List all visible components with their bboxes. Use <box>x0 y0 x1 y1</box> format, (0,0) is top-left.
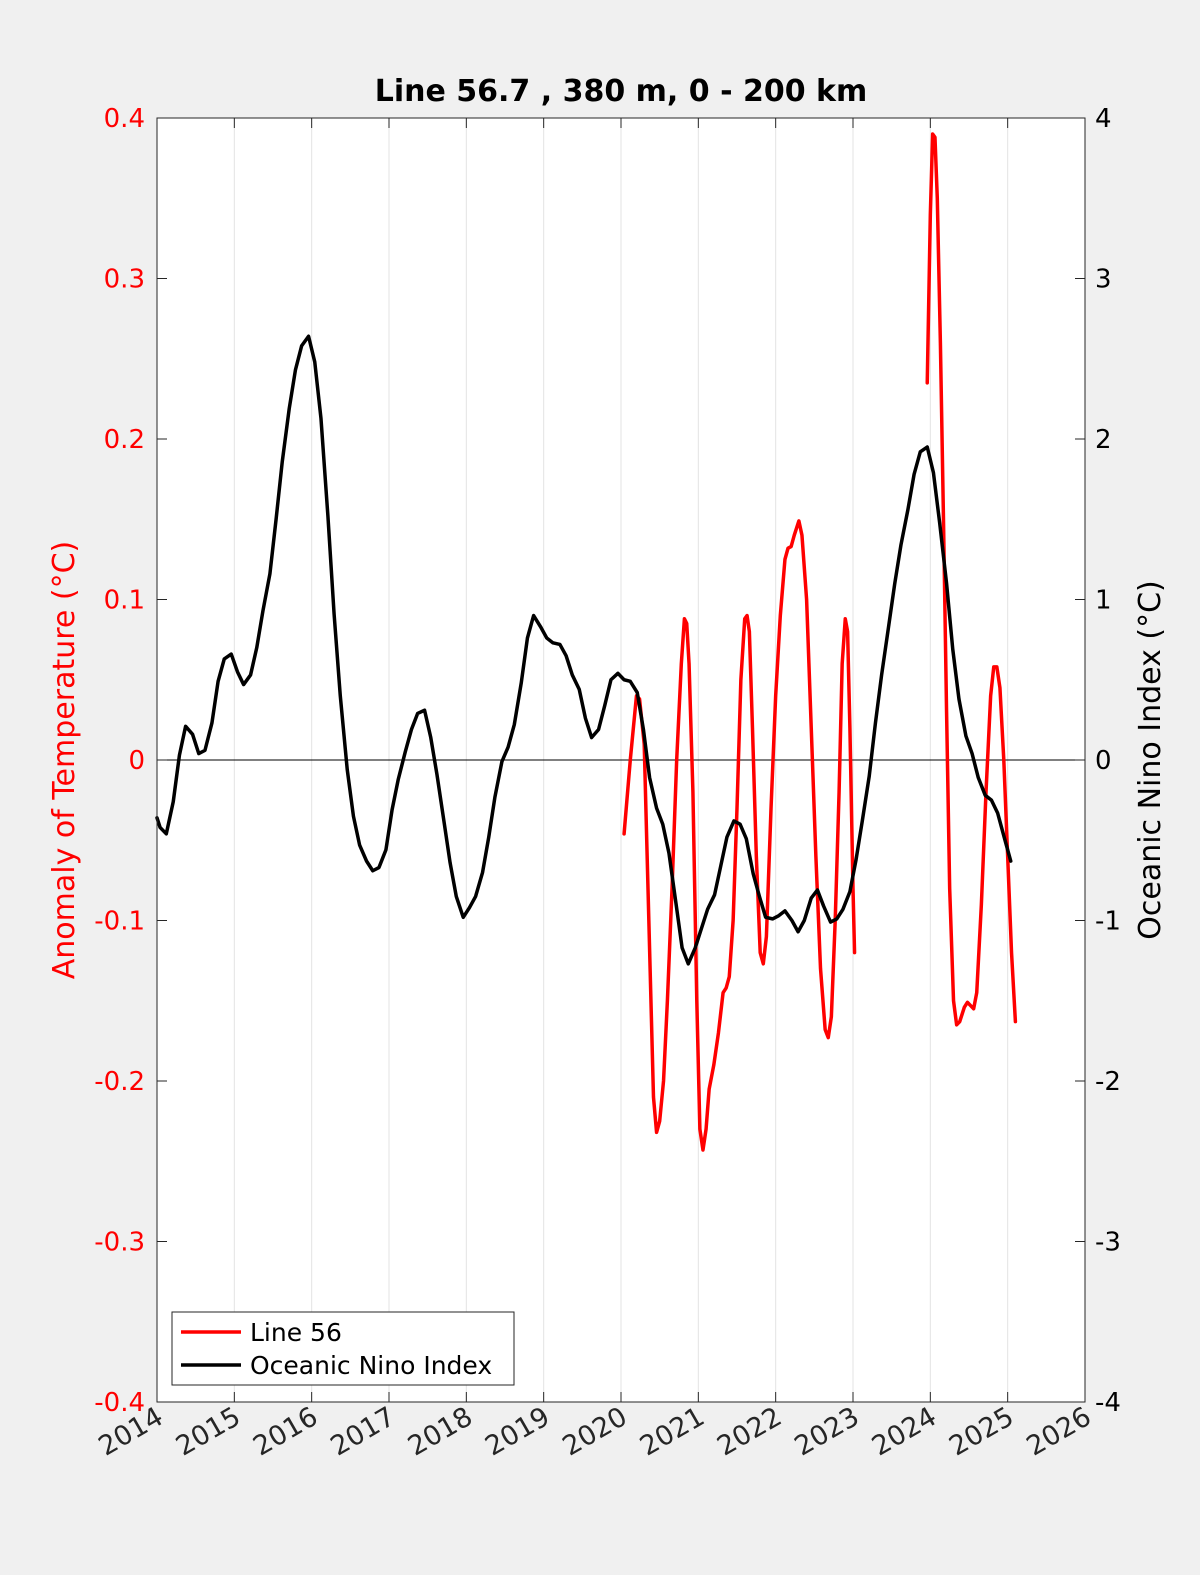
y-tick-label-left: 0.4 <box>104 104 145 134</box>
y-tick-label-left: -0.4 <box>94 1388 145 1418</box>
y-tick-label-right: -1 <box>1095 907 1121 937</box>
y-tick-label-right: 1 <box>1095 586 1112 616</box>
y-axis-left-label: Anomaly of Temperature (°C) <box>47 541 82 980</box>
y-tick-label-right: -3 <box>1095 1228 1121 1258</box>
y-tick-label-right: 4 <box>1095 104 1112 134</box>
y-tick-label-right: -2 <box>1095 1067 1121 1097</box>
series-line-line-56-0 <box>622 519 857 1152</box>
y-tick-label-right: 2 <box>1095 425 1112 455</box>
y-tick-label-right: 3 <box>1095 265 1112 295</box>
legend: Line 56 Oceanic Nino Index <box>171 1311 515 1386</box>
y-tick-label-left: -0.2 <box>94 1067 145 1097</box>
y-tick-label-left: 0.1 <box>104 586 145 616</box>
y-tick-label-right: -4 <box>1095 1388 1121 1418</box>
legend-label-line-56: Line 56 <box>250 1318 342 1347</box>
y-tick-label-left: -0.1 <box>94 907 145 937</box>
y-tick-label-left: 0 <box>128 746 145 776</box>
series-line-line-56-1 <box>925 132 1018 1027</box>
y-tick-label-right: 0 <box>1095 746 1112 776</box>
chart-title: Line 56.7 , 380 m, 0 - 200 km <box>375 74 868 109</box>
legend-box <box>171 1311 515 1386</box>
series-line-oceanic-nino-index-0 <box>155 334 1013 966</box>
y-axis-right-label: Oceanic Nino Index (°C) <box>1133 580 1168 940</box>
y-tick-label-left: 0.2 <box>104 425 145 455</box>
y-tick-label-left: 0.3 <box>104 265 145 295</box>
legend-label-oni: Oceanic Nino Index <box>250 1351 492 1380</box>
series-lines <box>155 132 1018 1152</box>
y-tick-label-left: -0.3 <box>94 1228 145 1258</box>
